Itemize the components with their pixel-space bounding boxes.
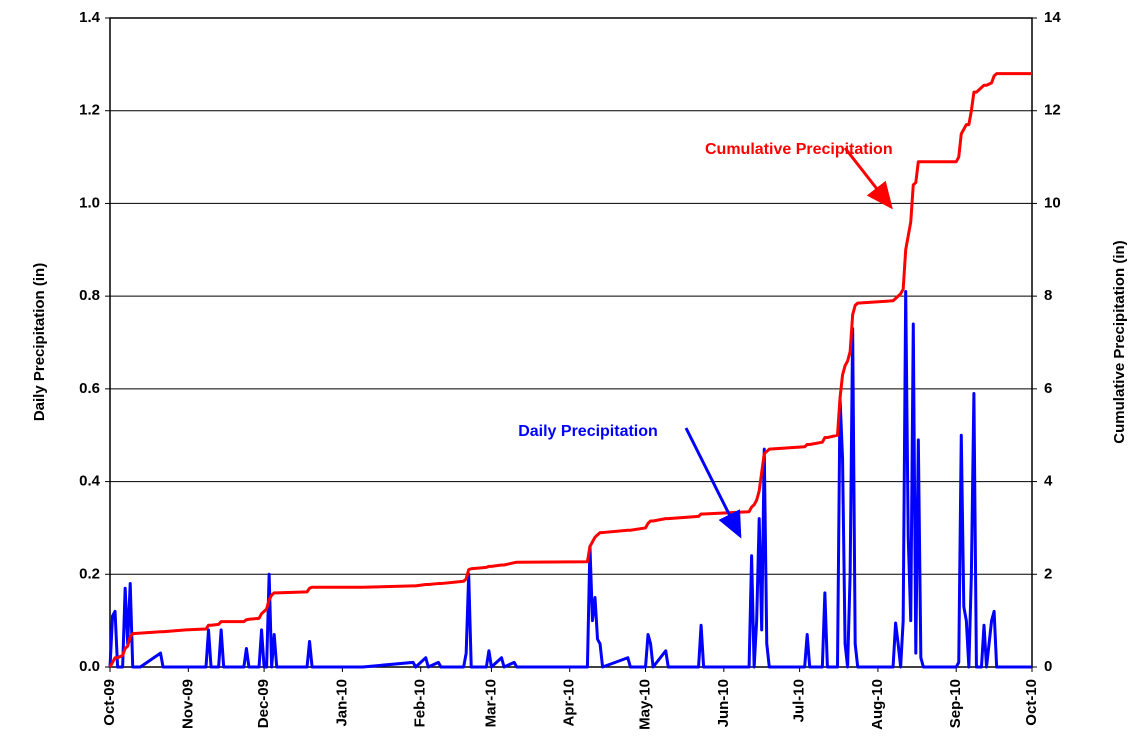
annotation-arrow (684, 427, 742, 539)
annotation-arrow (843, 147, 893, 210)
x-tick-label: Aug-10 (869, 679, 886, 730)
x-tick-label: Jul-10 (791, 679, 808, 722)
x-tick-label: Mar-10 (482, 679, 499, 727)
y2-tick-label: 0 (1044, 658, 1052, 675)
x-tick-label: May-10 (636, 679, 653, 730)
x-tick-label: Feb-10 (412, 679, 429, 727)
y-tick-label: 0.2 (79, 565, 100, 582)
series-line (108, 72, 1032, 668)
y-tick-label: 0.0 (79, 658, 100, 675)
y2-axis-title: Cumulative Precipitation (in) (1111, 240, 1128, 443)
x-tick-label: Dec-09 (255, 679, 272, 728)
x-tick-label: Jun-10 (715, 679, 732, 727)
x-tick-label: Apr-10 (561, 679, 578, 727)
y-tick-label: 1.4 (79, 9, 101, 26)
y-tick-label: 1.2 (79, 102, 100, 119)
y2-tick-label: 2 (1044, 565, 1052, 582)
x-tick-label: Jan-10 (333, 679, 350, 727)
annotation: Cumulative Precipitation (705, 141, 893, 158)
y2-tick-label: 4 (1044, 473, 1053, 490)
plot-frame (109, 17, 1033, 668)
y-tick-label: 1.0 (79, 194, 100, 211)
y-tick-label: 0.4 (79, 473, 101, 490)
x-tick-label: Nov-09 (179, 679, 196, 729)
y-tick-label: 0.8 (79, 287, 100, 304)
x-tick-label: Sep-10 (947, 679, 964, 728)
y2-tick-label: 6 (1044, 380, 1052, 397)
annotation: Daily Precipitation (518, 423, 658, 440)
y2-tick-label: 8 (1044, 287, 1052, 304)
y-tick-label: 0.6 (79, 380, 100, 397)
y2-tick-label: 14 (1044, 9, 1061, 26)
y-axis-title: Daily Precipitation (in) (31, 263, 48, 421)
y2-tick-label: 12 (1044, 102, 1061, 119)
series-line (108, 290, 1032, 669)
x-tick-label: Oct-10 (1023, 679, 1040, 726)
y2-tick-label: 10 (1044, 194, 1061, 211)
x-tick-label: Oct-09 (101, 679, 118, 726)
